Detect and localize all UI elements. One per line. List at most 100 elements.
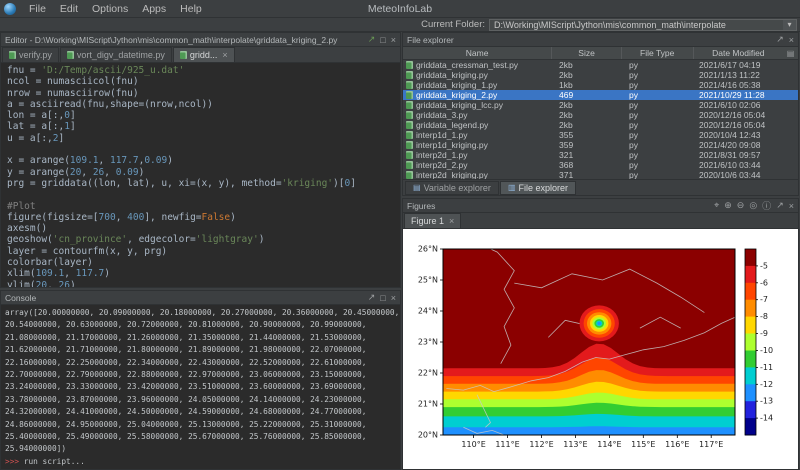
svg-text:22°N: 22°N [418, 369, 438, 378]
console-prompt: >>> [5, 457, 24, 466]
float-panel-icon[interactable]: ↗ [776, 34, 784, 45]
current-folder-label: Current Folder: [421, 19, 485, 30]
console-line: 22.70000000, 22.79000000, 22.88000000, 2… [5, 369, 400, 381]
file-size-cell: 469 [553, 90, 623, 100]
dropdown-arrow-icon[interactable]: ▾ [783, 20, 796, 30]
table-row[interactable]: interp1d_1.py355py2020/10/4 12:43 [403, 130, 798, 140]
file-explorer-panel: File explorer ↗ × NameSizeFile TypeDate … [402, 32, 799, 196]
current-folder-combobox[interactable]: D:\Working\MIScript\Jython\mis\common_ma… [489, 19, 797, 31]
float-panel-icon[interactable]: ↗ [368, 292, 376, 303]
file-type-cell: py [623, 100, 695, 110]
close-tab-icon[interactable]: × [222, 50, 227, 60]
file-type-cell: py [623, 90, 695, 100]
file-explorer-icon: ▥ [508, 183, 516, 192]
file-size-cell: 2kb [553, 70, 623, 80]
tab-figure-1[interactable]: Figure 1 × [404, 213, 461, 228]
low-center-contours [580, 305, 619, 341]
menu-edit[interactable]: Edit [53, 2, 85, 16]
menu-apps[interactable]: Apps [135, 2, 173, 16]
table-row[interactable]: interp2d_kriging.py371py2020/10/6 03:44 [403, 170, 798, 179]
close-panel-icon[interactable]: × [789, 201, 794, 211]
figure-canvas[interactable]: 110°E111°E112°E113°E114°E115°E116°E117°E… [403, 229, 798, 469]
file-name-cell: griddata_kriging_lcc.py [403, 100, 553, 110]
file-date-cell: 2021/6/10 02:06 [695, 100, 785, 110]
full-extent-icon[interactable]: ◎ [749, 200, 757, 211]
column-header-date-modified[interactable]: Date Modified [694, 47, 784, 59]
table-row[interactable]: griddata_kriging_2.py469py2021/10/29 11:… [403, 90, 798, 100]
menu-file[interactable]: File [22, 2, 53, 16]
zoom-in-icon[interactable]: ⊕ [724, 200, 732, 211]
svg-text:116°E: 116°E [665, 440, 689, 449]
console-line: 24.86000000, 24.95000000, 25.04000000, 2… [5, 419, 400, 431]
file-name-cell: interp2d_2.py [403, 160, 553, 170]
meteoinfolab-window: FileEditOptionsAppsHelp MeteoInfoLab Cur… [0, 0, 800, 470]
zoom-out-icon[interactable]: ⊖ [737, 200, 745, 211]
editor-tab[interactable]: vort_digv_datetime.py [60, 47, 172, 62]
console-line: array([20.00000000, 20.09000000, 20.1800… [5, 307, 400, 319]
console-line: 25.40000000, 25.49000000, 25.58000000, 2… [5, 431, 400, 443]
table-row[interactable]: griddata_cressman_test.py2kbpy2021/6/17 … [403, 60, 798, 70]
column-header-size[interactable]: Size [552, 47, 622, 59]
variable-explorer-icon: ▤ [413, 183, 421, 192]
float-panel-icon[interactable]: ↗ [776, 200, 784, 211]
figures-header: Figures ⌖ ⊕ ⊖ ◎ ⓘ ↗ × [403, 199, 798, 213]
select-icon[interactable]: ⌖ [714, 200, 719, 211]
tab-file-explorer[interactable]: ▥File explorer [500, 181, 576, 195]
code-line: layer = contourfm(x, y, prg) [7, 246, 400, 257]
code-line: prg = griddata((lon, lat), u, xi=(x, y),… [7, 178, 400, 189]
file-date-cell: 2021/4/20 09:08 [695, 140, 785, 150]
file-size-cell: 368 [553, 160, 623, 170]
tab-label: Figure 1 [411, 216, 444, 226]
file-name-text: griddata_kriging_1.py [416, 80, 497, 90]
close-tab-icon[interactable]: × [449, 216, 454, 226]
float-panel-icon[interactable]: ↗ [368, 34, 376, 45]
file-name-text: griddata_kriging.py [416, 70, 488, 80]
column-header-file-type[interactable]: File Type [622, 47, 694, 59]
table-row[interactable]: griddata_3.py2kbpy2020/12/16 05:04 [403, 110, 798, 120]
column-header-name[interactable]: Name [403, 47, 552, 59]
console-output[interactable]: array([20.00000000, 20.09000000, 20.1800… [1, 305, 400, 469]
code-editor[interactable]: fnu = 'D:/Temp/ascii/925_u.dat'ncol = nu… [1, 63, 400, 287]
table-row[interactable]: griddata_kriging_1.py1kbpy2021/4/16 05:3… [403, 80, 798, 90]
svg-text:-7: -7 [760, 295, 768, 304]
maximize-panel-icon[interactable]: □ [380, 293, 385, 303]
table-row[interactable]: interp1d_kriging.py359py2021/4/20 09:08 [403, 140, 798, 150]
table-options-icon[interactable]: ▤ [783, 47, 798, 59]
python-file-icon [67, 51, 74, 59]
file-explorer-header: File explorer ↗ × [403, 33, 798, 47]
close-panel-icon[interactable]: × [391, 35, 396, 45]
svg-text:-12: -12 [760, 380, 773, 389]
table-row[interactable]: griddata_legend.py2kbpy2020/12/16 05:04 [403, 120, 798, 130]
code-line: #Plot [7, 201, 400, 212]
python-file-icon [406, 101, 413, 109]
identify-icon[interactable]: ⓘ [762, 199, 771, 212]
menu-options[interactable]: Options [85, 2, 135, 16]
svg-text:-11: -11 [760, 363, 773, 372]
file-name-cell: interp2d_1.py [403, 150, 553, 160]
svg-text:20°N: 20°N [418, 431, 438, 440]
svg-text:113°E: 113°E [563, 440, 587, 449]
editor-tab[interactable]: gridd... × [173, 47, 235, 62]
file-table[interactable]: griddata_cressman_test.py2kbpy2021/6/17 … [403, 60, 798, 179]
tab-variable-explorer[interactable]: ▤Variable explorer [405, 181, 499, 195]
table-row[interactable]: interp2d_1.py321py2021/8/31 09:57 [403, 150, 798, 160]
table-row[interactable]: griddata_kriging_lcc.py2kbpy2021/6/10 02… [403, 100, 798, 110]
svg-text:23°N: 23°N [418, 338, 438, 347]
editor-tab[interactable]: verify.py [2, 47, 59, 62]
code-line: lon = a[:,0] [7, 110, 400, 121]
file-name-cell: interp1d_kriging.py [403, 140, 553, 150]
figures-toolbar: ⌖ ⊕ ⊖ ◎ ⓘ ↗ × [714, 199, 794, 212]
python-file-icon [406, 71, 413, 79]
close-panel-icon[interactable]: × [789, 35, 794, 45]
svg-text:-5: -5 [760, 261, 768, 270]
table-row[interactable]: interp2d_2.py368py2021/6/10 03:44 [403, 160, 798, 170]
menu-help[interactable]: Help [173, 2, 209, 16]
close-panel-icon[interactable]: × [391, 293, 396, 303]
colorbar: -5-6-7-8-9-10-11-12-13-14 [745, 249, 773, 436]
svg-text:110°E: 110°E [461, 440, 485, 449]
maximize-panel-icon[interactable]: □ [380, 35, 385, 45]
file-name-text: griddata_3.py [416, 110, 468, 120]
file-size-cell: 2kb [553, 100, 623, 110]
tab-label: gridd... [190, 50, 218, 60]
table-row[interactable]: griddata_kriging.py2kbpy2021/1/13 11:22 [403, 70, 798, 80]
